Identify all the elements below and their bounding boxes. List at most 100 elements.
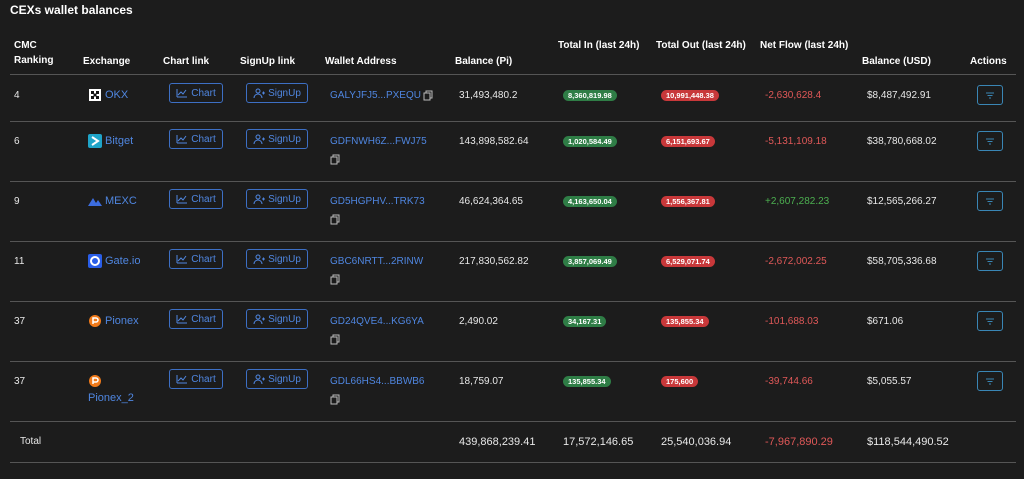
signup-label: SignUp [268,193,301,205]
column-header: Net Flow (last 24h) [760,40,849,51]
exchange-logo [89,89,101,101]
total-out: 25,540,036.94 [661,436,732,448]
total-label: Total [20,436,42,447]
wallet-address[interactable]: GD24QVE4...KG6YA [330,316,424,327]
chart-button[interactable]: Chart [169,249,223,269]
total-in: 3,857,069.49 [563,256,617,267]
exchange: Bitget [88,134,178,148]
wallet-address[interactable]: GDFNWH6Z...FWJ75 [330,136,427,147]
wallet-address[interactable]: GD5HGPHV...TRK73 [330,196,425,207]
wallet-address[interactable]: GALYJFJ5...PXEQU [330,90,421,101]
total-in: 1,020,584.49 [563,136,617,147]
balance-usd: $58,705,336.68 [867,256,937,267]
rank: 11 [14,256,25,267]
actions-button[interactable] [977,311,1003,331]
wallet: GD24QVE4...KG6YA [330,315,424,345]
rank: 37 [14,316,26,327]
column-header: Balance (USD) [862,56,931,67]
balance-pi: 18,759.07 [459,376,504,387]
signup-button[interactable]: SignUp [246,309,308,329]
wallet: GDL66HS4...BBWB6 [330,375,424,405]
signup-label: SignUp [268,313,301,325]
rank: 9 [14,196,20,207]
wallet: GD5HGPHV...TRK73 [330,195,425,225]
exchange-name[interactable]: MEXC [105,195,137,207]
exchange-logo [88,198,102,206]
exchange: Gate.io [88,254,178,268]
balance-pi: 46,624,364.65 [459,196,523,207]
signup-button[interactable]: SignUp [246,189,308,209]
rank: 4 [14,90,20,101]
chart-icon [176,89,188,98]
actions-button[interactable] [977,191,1003,211]
chart-button[interactable]: Chart [169,309,223,329]
exchange: Pionex_2 [88,374,134,405]
total-out: 6,151,693.67 [661,136,715,147]
signup-label: SignUp [268,87,301,99]
page-title: CEXs wallet balances [10,3,133,17]
copy-icon[interactable] [330,154,340,165]
wallet-address[interactable]: GDL66HS4...BBWB6 [330,376,425,387]
chart-button[interactable]: Chart [169,189,223,209]
exchange-name[interactable]: OKX [105,89,129,101]
separator [10,74,1016,75]
chart-button[interactable]: Chart [169,129,223,149]
column-header: Exchange [83,56,131,67]
chart-button[interactable]: Chart [169,369,223,389]
rank: 37 [14,376,26,387]
actions-button[interactable] [977,131,1003,151]
actions-button[interactable] [977,85,1003,105]
total-in: 135,855.34 [563,376,611,387]
total-out: 6,529,071.74 [661,256,715,267]
wallet-address[interactable]: GBC6NRTT...2RINW [330,256,424,267]
chart-icon [176,255,188,264]
chart-label: Chart [191,373,216,385]
balance-pi: 217,830,562.82 [459,256,529,267]
copy-icon[interactable] [330,274,340,285]
actions-button[interactable] [977,251,1003,271]
signup-button[interactable]: SignUp [246,83,308,103]
copy-icon[interactable] [330,334,340,345]
chart-button[interactable]: Chart [169,83,223,103]
exchange-logo [89,315,101,327]
user-icon [253,254,266,264]
total-out: 135,855.34 [661,316,709,327]
copy-icon[interactable] [330,214,340,225]
signup-button[interactable]: SignUp [246,129,308,149]
chart-icon [176,195,188,204]
filter-icon [986,378,994,384]
column-header: Chart link [163,56,210,67]
chart-label: Chart [191,87,216,99]
actions-button[interactable] [977,371,1003,391]
separator [10,301,1016,302]
separator [10,361,1016,362]
chart-icon [176,315,188,324]
filter-icon [986,138,994,144]
separator [10,241,1016,242]
net-flow: -101,688.03 [765,316,819,327]
net-flow: -2,630,628.4 [765,90,822,101]
exchange-name[interactable]: Bitget [105,135,134,147]
total-in: 17,572,146.65 [563,436,634,448]
signup-button[interactable]: SignUp [246,249,308,269]
exchange: MEXC [88,194,178,208]
user-icon [253,374,266,384]
exchange-name[interactable]: Gate.io [105,255,141,267]
exchange-logo [88,134,102,148]
balance-usd: $38,780,668.02 [867,136,937,147]
exchange-name[interactable]: Pionex_2 [88,392,134,404]
total-out: 1,556,367.81 [661,196,715,207]
signup-button[interactable]: SignUp [246,369,308,389]
balance-pi: 2,490.02 [459,316,498,327]
column-header: Wallet Address [325,56,397,67]
total-in: 4,163,650.04 [563,196,617,207]
exchange-name[interactable]: Pionex [105,315,139,327]
copy-icon[interactable] [330,394,340,405]
balance-pi: 31,493,480.2 [459,90,518,101]
copy-icon[interactable] [423,90,433,101]
user-icon [253,314,266,324]
filter-icon [986,258,994,264]
balance-usd: $671.06 [867,316,904,327]
column-header: Actions [970,56,1007,67]
filter-icon [986,198,994,204]
